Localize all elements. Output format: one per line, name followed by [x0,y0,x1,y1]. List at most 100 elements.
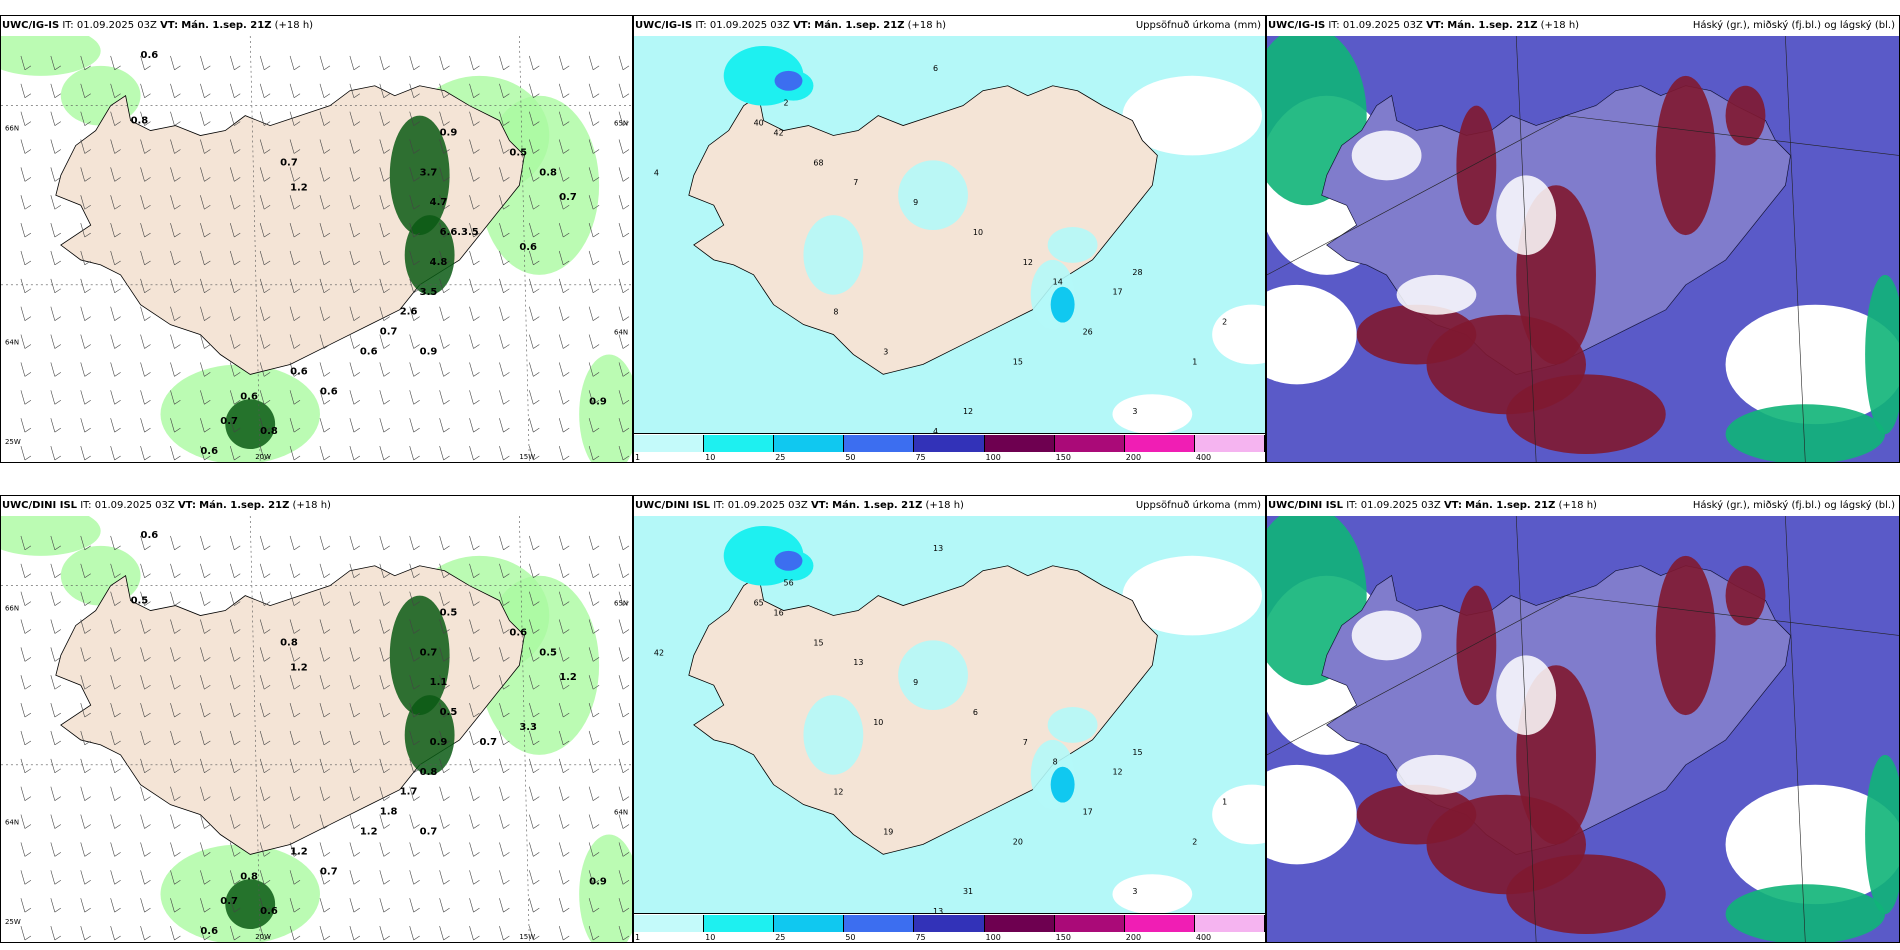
precip-label: 0.8 [420,767,438,778]
panel-precip-bottom: UWC/DINI ISL IT: 01.09.2025 03Z VT: Mán.… [633,495,1266,943]
precip-amount-label: 3 [883,347,888,356]
precip-label: 0.5 [131,596,149,607]
colorbar-swatch [634,915,705,932]
colorbar: 1 10 25 50 75 100 150 200 400 [634,913,1265,942]
colorbar-tick: 25 [775,453,786,462]
colorbar-swatch [774,435,845,452]
graticule-label: 15W [519,453,535,461]
colorbar-swatch [1054,915,1125,932]
precip-label: 0.6 [260,906,278,917]
panel-title: Uppsöfnuð úrkoma (mm) [1135,500,1261,511]
precip-label: 0.9 [420,347,438,358]
wind-map-svg: 0.60.80.70.91.23.74.76.6.3.54.83.52.60.7… [1,36,632,462]
precip-amount-label: 31 [963,887,973,896]
precip-label: 4.8 [430,257,448,268]
precip-amount-label: 3 [1132,887,1137,896]
colorbar-swatch [1194,435,1265,452]
precip-label: 0.7 [220,896,238,907]
colorbar-tick: 1 [635,453,641,462]
precip-amount-label: 28 [1132,268,1142,277]
colorbar-tick: 25 [775,933,786,942]
cloud-map-svg [1267,36,1899,462]
colorbar-tick: 50 [845,453,856,462]
precip-amount-label: 6 [933,64,938,73]
precip-label: 0.7 [420,827,438,838]
colorbar-tick: 100 [985,933,1001,942]
colorbar-swatch [774,915,845,932]
precip-amount-label: 7 [1023,738,1028,747]
precip-label: 4.7 [430,197,448,208]
colorbar-tick: 400 [1195,453,1212,462]
precip-label: 6.6.3.5 [440,227,479,238]
precip-label: 0.7 [420,647,438,658]
precip-label: 0.5 [509,147,527,158]
colorbar-swatch [1124,435,1195,452]
precip-map: 1356426516151396781215172031191363211210 [634,516,1265,914]
graticule-label: 66N [5,605,19,613]
colorbar-swatch [1124,915,1195,932]
precip-amount-label: 12 [1023,258,1033,267]
graticule-label: 15W [519,933,535,941]
colorbar: 1 10 25 50 75 100 150 200 400 [634,433,1265,462]
panel-wind-top: UWC/IG-IS IT: 01.09.2025 03Z VT: Mán. 1.… [0,15,633,463]
precip-label: 1.2 [290,182,308,193]
precip-label: 0.6 [141,50,159,61]
precip-label: 1.2 [290,662,308,673]
precip-label: 0.5 [440,707,458,718]
colorbar-tick: 150 [1055,933,1071,942]
precip-label: 0.6 [360,347,378,358]
cloud-map-svg [1267,516,1899,942]
precip-label: 0.8 [280,637,298,648]
precip-label: 0.5 [539,647,557,658]
graticule-label: 64N [5,339,19,347]
graticule-label: 64N [614,809,628,817]
precip-label: 0.8 [240,871,258,882]
precip-amount-label: 9 [913,678,918,687]
graticule-label: 25W [5,438,21,446]
precip-label: 0.9 [440,128,458,139]
precip-label: 0.8 [539,167,557,178]
colorbar-swatch [634,435,705,452]
precip-label: 0.7 [479,737,497,748]
panel-header: UWC/DINI ISL IT: 01.09.2025 03Z VT: Mán.… [1267,496,1899,516]
precip-label: 3.5 [420,287,438,298]
precip-amount-label: 1 [1222,798,1227,807]
wind-map: 0.6 0.8 0.7 0.9 1.2 3.7 4.7 6.6.3.5 4.8 3.5 2.6 0.7… [1,36,632,462]
precip-amount-label: 2 [1222,318,1227,327]
colorbar-tick: 10 [705,933,716,942]
precip-amount-label: 2 [784,99,789,108]
iceland-coastline [688,85,1158,375]
colorbar-tick: 100 [985,453,1001,462]
panel-wind-bottom: UWC/DINI ISL IT: 01.09.2025 03Z VT: Mán.… [0,495,633,943]
colorbar-tick: 50 [845,933,856,942]
precip-label: 0.6 [200,446,218,457]
precip-amount-label: 68 [813,158,823,167]
panel-precip-top: UWC/IG-IS IT: 01.09.2025 03Z VT: Mán. 1.… [633,15,1266,463]
precip-amount-label: 13 [933,544,943,553]
precip-amount-label: 6 [973,708,978,717]
panel-header: UWC/DINI ISL IT: 01.09.2025 03Z VT: Mán.… [1,496,632,516]
precip-amount-label: 42 [654,648,664,657]
precip-label: 0.7 [380,327,398,338]
precip-map: 6244042687910121417282615123453128 [634,36,1265,434]
precip-amount-label: 10 [873,718,883,727]
colorbar-swatch [704,915,775,932]
colorbar-swatch [1054,435,1125,452]
precip-label: 0.6 [509,627,527,638]
precip-amount-label: 15 [1132,748,1142,757]
precip-label: 2.6 [400,307,418,318]
panel-cloud-top: UWC/IG-IS IT: 01.09.2025 03Z VT: Mán. 1.… [1266,15,1900,463]
colorbar-swatch [844,435,915,452]
precip-amount-label: 10 [973,228,983,237]
precip-amount-label: 16 [774,609,784,618]
precip-map-svg: 1356426516151396781215172031191363211210 [634,516,1265,914]
colorbar-swatch [844,915,915,932]
precip-amount-label: 56 [784,579,794,588]
precip-label: 1.7 [400,787,418,798]
precip-amount-label: 3 [1132,407,1137,416]
graticule-label: 65N [614,600,628,608]
panel-title: Háský (gr.), miðský (fj.bl.) og lágský (… [1692,20,1895,31]
precip-label: 0.7 [559,192,577,203]
precip-amount-label: 19 [883,827,893,836]
precip-label: 0.9 [589,396,607,407]
